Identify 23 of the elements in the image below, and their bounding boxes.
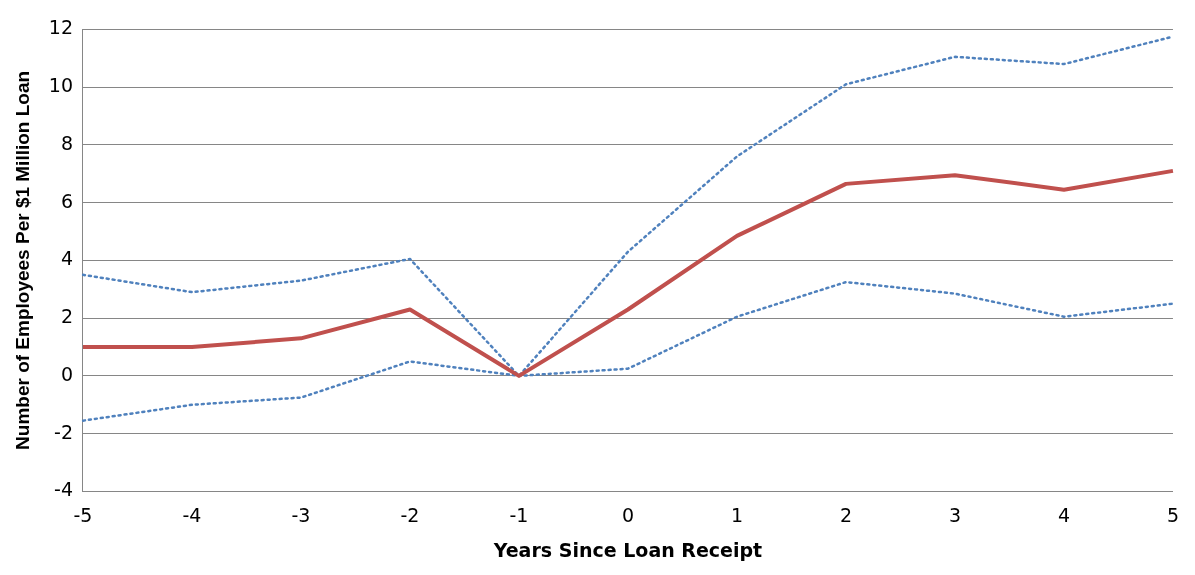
y-tick-label: 8 bbox=[60, 131, 73, 154]
y-tick-label: -2 bbox=[54, 420, 73, 443]
x-tick-label: 5 bbox=[1166, 503, 1179, 526]
y-tick-label: 6 bbox=[60, 189, 73, 212]
x-axis-title: Years Since Loan Receipt bbox=[492, 538, 763, 561]
x-tick-label: -1 bbox=[509, 503, 529, 526]
y-tick-label: 10 bbox=[48, 74, 73, 97]
y-tick-label: 4 bbox=[60, 247, 73, 270]
x-tick-label: 4 bbox=[1057, 503, 1070, 526]
y-axis-title: Number of Employees Per $1 Million Loan bbox=[11, 70, 33, 450]
x-tick-label: -5 bbox=[73, 503, 93, 526]
x-tick-label: 3 bbox=[948, 503, 962, 526]
y-tick-label: -4 bbox=[54, 478, 73, 501]
x-tick-label: 1 bbox=[730, 503, 744, 526]
line-series bbox=[81, 280, 1175, 422]
x-tick-label: -4 bbox=[182, 503, 202, 526]
x-tick-label: -3 bbox=[291, 503, 311, 526]
y-tick-label: 0 bbox=[60, 362, 73, 385]
x-tick-label: -2 bbox=[400, 503, 420, 526]
x-tick-label: 2 bbox=[839, 503, 853, 526]
y-tick-label: 2 bbox=[60, 305, 73, 328]
y-tick-label: 12 bbox=[48, 16, 73, 39]
x-tick-label: 0 bbox=[621, 503, 635, 526]
